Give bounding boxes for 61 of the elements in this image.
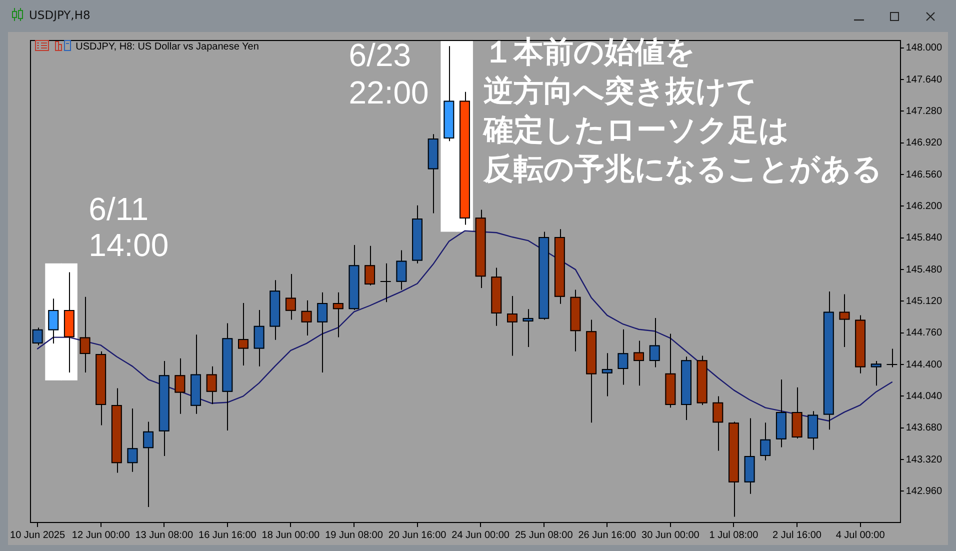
- y-tick-label: 147.280: [906, 106, 942, 117]
- y-tick-label: 146.200: [906, 200, 942, 212]
- candlestick: [80, 296, 90, 373]
- chart-title: USDJPY,H8: [29, 8, 90, 22]
- x-tick-label: 12 Jun 00:00: [72, 530, 130, 541]
- y-tick-label: 145.840: [906, 232, 942, 244]
- candlestick: [238, 302, 248, 366]
- x-tick-label: 30 Jun 00:00: [642, 530, 700, 541]
- y-tick-label: 143.680: [906, 422, 942, 434]
- candlestick: [886, 348, 898, 368]
- y-tick-label: 145.480: [906, 264, 942, 276]
- x-tick-label: 19 Jun 08:00: [325, 530, 384, 541]
- candlestick: [522, 308, 534, 348]
- candlestick: [174, 358, 186, 414]
- candlestick: [649, 317, 660, 368]
- candlestick: [301, 300, 312, 336]
- y-tick-label: 143.320: [906, 454, 942, 466]
- y-tick-label: 144.040: [906, 390, 942, 402]
- candlestick: [618, 328, 628, 386]
- candlestick: [332, 292, 344, 338]
- candlestick: [839, 294, 850, 348]
- x-tick-label: 2 Jul 16:00: [772, 530, 822, 541]
- x-tick-label: 13 Jun 08:00: [135, 530, 194, 541]
- candlestick: [380, 262, 392, 303]
- annotation: 6/23 22:00: [348, 37, 429, 111]
- x-tick-label: 25 Jun 08:00: [514, 530, 574, 541]
- candlestick: [870, 360, 882, 386]
- x-tick-label: 20 Jun 16:00: [388, 530, 447, 541]
- candlestick: [317, 292, 328, 373]
- candlestick: [48, 298, 59, 344]
- candlestick: [760, 422, 771, 461]
- x-tick-label: 1 Jul 08:00: [709, 530, 759, 541]
- candlestick: [634, 340, 644, 386]
- y-tick-label: 148.000: [906, 42, 942, 54]
- candlestick: [254, 310, 264, 367]
- annotation: １本前の始値を逆方向へ突き抜けて確定したローソク足は反転の予兆になることがある: [482, 34, 882, 187]
- y-tick-label: 146.560: [906, 169, 942, 180]
- x-tick-label: 26 Jun 16:00: [578, 530, 636, 541]
- candlestick: [712, 396, 724, 452]
- y-tick-label: 147.640: [906, 74, 942, 86]
- candlestick: [143, 421, 154, 508]
- x-tick-label: 16 Jun 16:00: [198, 530, 257, 541]
- candlestick: [396, 250, 407, 290]
- x-tick-label: 24 Jun 00:00: [452, 530, 510, 541]
- y-tick-label: 145.120: [906, 296, 942, 307]
- y-tick-label: 142.960: [906, 486, 942, 497]
- y-tick-label: 144.760: [906, 328, 942, 339]
- x-tick-label: 10 Jun 2025: [10, 530, 66, 541]
- candlestick: [285, 273, 296, 320]
- chart-subtitle: USDJPY, H8: US Dollar vs Japanese Yen: [76, 41, 259, 52]
- candlestick: [602, 352, 612, 397]
- x-tick-label: 4 Jul 00:00: [836, 530, 886, 541]
- y-tick-label: 146.920: [906, 138, 942, 149]
- candlestick: [506, 295, 518, 356]
- x-tick-label: 18 Jun 00:00: [262, 530, 320, 541]
- y-tick-label: 144.400: [906, 359, 942, 370]
- candlestick: [127, 408, 138, 472]
- candlestick: [364, 245, 376, 286]
- candlestick: [808, 410, 818, 450]
- annotation: 6/11 14:00: [88, 190, 169, 263]
- candlestick: [206, 366, 217, 405]
